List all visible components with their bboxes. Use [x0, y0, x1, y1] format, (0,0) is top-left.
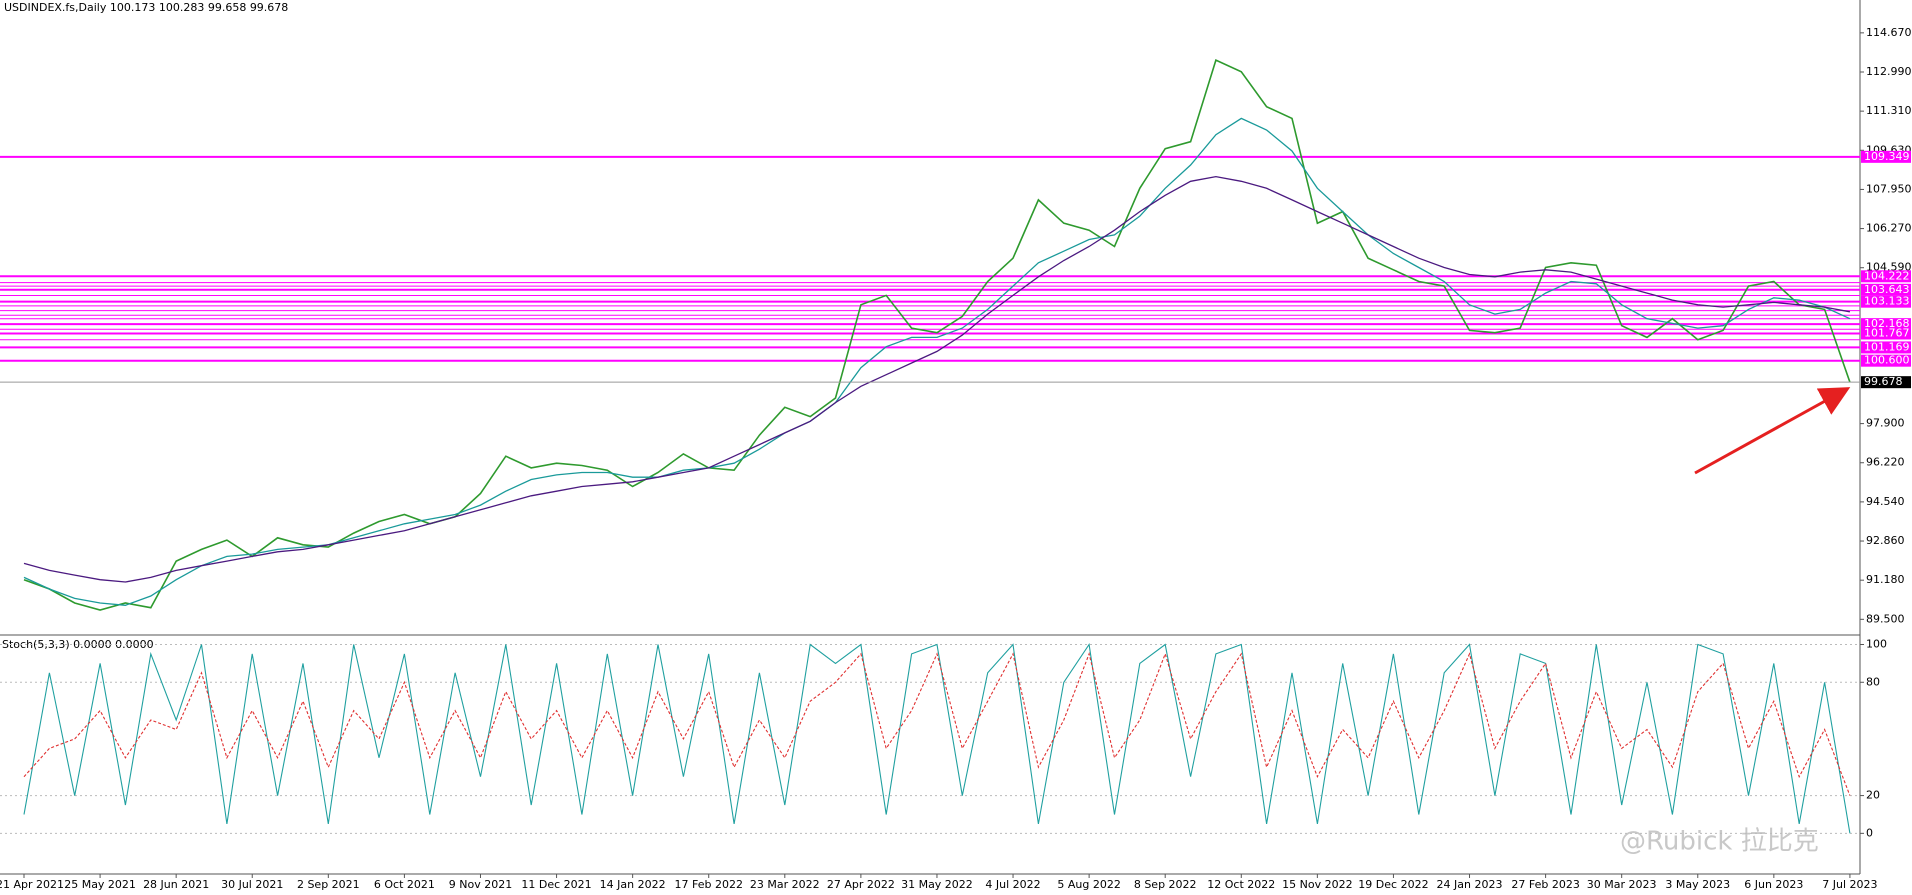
y-tick-label: 97.900 — [1866, 417, 1905, 430]
x-tick-label: 12 Oct 2022 — [1207, 878, 1275, 891]
y-tick-label: 112.990 — [1866, 65, 1912, 78]
y-tick-label: 80 — [1866, 675, 1880, 688]
series-line — [23, 175, 1851, 583]
x-tick-label: 17 Feb 2022 — [674, 878, 742, 891]
x-tick-label: 30 Jul 2021 — [221, 878, 283, 891]
x-tick-label: 8 Sep 2022 — [1134, 878, 1197, 891]
y-tick-label: 0 — [1866, 826, 1873, 839]
level-label-box — [1861, 283, 1911, 296]
x-tick-label: 27 Feb 2023 — [1511, 878, 1579, 891]
level-label: 103.133 — [1864, 295, 1910, 308]
level-label: 100.600 — [1864, 354, 1910, 367]
level-label-box — [1861, 318, 1911, 331]
y-tick-label: 89.500 — [1866, 612, 1905, 625]
y-tick-label: 100 — [1866, 637, 1887, 650]
x-tick-label: 4 Jul 2022 — [985, 878, 1040, 891]
x-tick-label: 25 May 2021 — [64, 878, 136, 891]
last-price-box — [1861, 376, 1911, 389]
x-tick-label: 30 Mar 2023 — [1587, 878, 1657, 891]
x-tick-label: 31 May 2022 — [901, 878, 973, 891]
level-label-box — [1861, 327, 1911, 340]
y-tick-label: 107.950 — [1866, 182, 1912, 195]
x-tick-label: 14 Jan 2022 — [600, 878, 666, 891]
stoch-title: Stoch(5,3,3) 0.0000 0.0000 — [2, 638, 154, 651]
x-tick-label: 5 Aug 2022 — [1057, 878, 1120, 891]
y-tick-label: 91.180 — [1866, 573, 1905, 586]
level-label: 101.767 — [1864, 326, 1910, 339]
level-label: 109.349 — [1864, 150, 1910, 163]
x-tick-label: 21 Apr 2021 — [0, 878, 64, 891]
x-tick-label: 6 Jun 2023 — [1744, 878, 1803, 891]
y-tick-label: 96.220 — [1866, 456, 1905, 469]
x-tick-label: 3 May 2023 — [1665, 878, 1730, 891]
arrow — [1694, 387, 1851, 475]
level-label: 101.169 — [1864, 340, 1910, 353]
x-tick-label: 28 Jun 2021 — [143, 878, 209, 891]
level-label: 104.222 — [1864, 269, 1910, 282]
y-tick-label: 106.270 — [1866, 222, 1912, 235]
chart-title: USDINDEX.fs,Daily 100.173 100.283 99.658… — [4, 1, 288, 14]
level-label-box — [1861, 270, 1911, 283]
x-tick-label: 19 Dec 2022 — [1358, 878, 1428, 891]
x-tick-label: 2 Sep 2021 — [297, 878, 360, 891]
y-tick-label: 20 — [1866, 789, 1880, 802]
level-label-box — [1861, 295, 1911, 308]
stoch-line — [23, 652, 1851, 796]
level-label-box — [1861, 354, 1911, 367]
y-tick-label: 114.670 — [1866, 26, 1912, 39]
last-price-label: 99.678 — [1864, 375, 1903, 388]
y-tick-label: 94.540 — [1866, 495, 1905, 508]
level-label-box — [1861, 150, 1911, 163]
x-tick-label: 23 Mar 2022 — [750, 878, 820, 891]
x-tick-label: 24 Jan 2023 — [1437, 878, 1503, 891]
y-tick-label: 111.310 — [1866, 104, 1912, 117]
x-tick-label: 11 Dec 2021 — [521, 878, 591, 891]
x-tick-label: 6 Oct 2021 — [374, 878, 435, 891]
x-tick-label: 7 Jul 2023 — [1822, 878, 1877, 891]
level-label: 102.168 — [1864, 317, 1910, 330]
level-label: 103.643 — [1864, 283, 1910, 296]
x-tick-label: 15 Nov 2022 — [1282, 878, 1352, 891]
watermark: @Rubick 拉比克 — [1620, 827, 1819, 857]
level-label-box — [1861, 341, 1911, 354]
series-line — [23, 58, 1851, 611]
x-tick-label: 27 Apr 2022 — [827, 878, 895, 891]
stoch-line — [23, 643, 1851, 834]
x-tick-label: 9 Nov 2021 — [449, 878, 512, 891]
y-tick-label: 92.860 — [1866, 534, 1905, 547]
